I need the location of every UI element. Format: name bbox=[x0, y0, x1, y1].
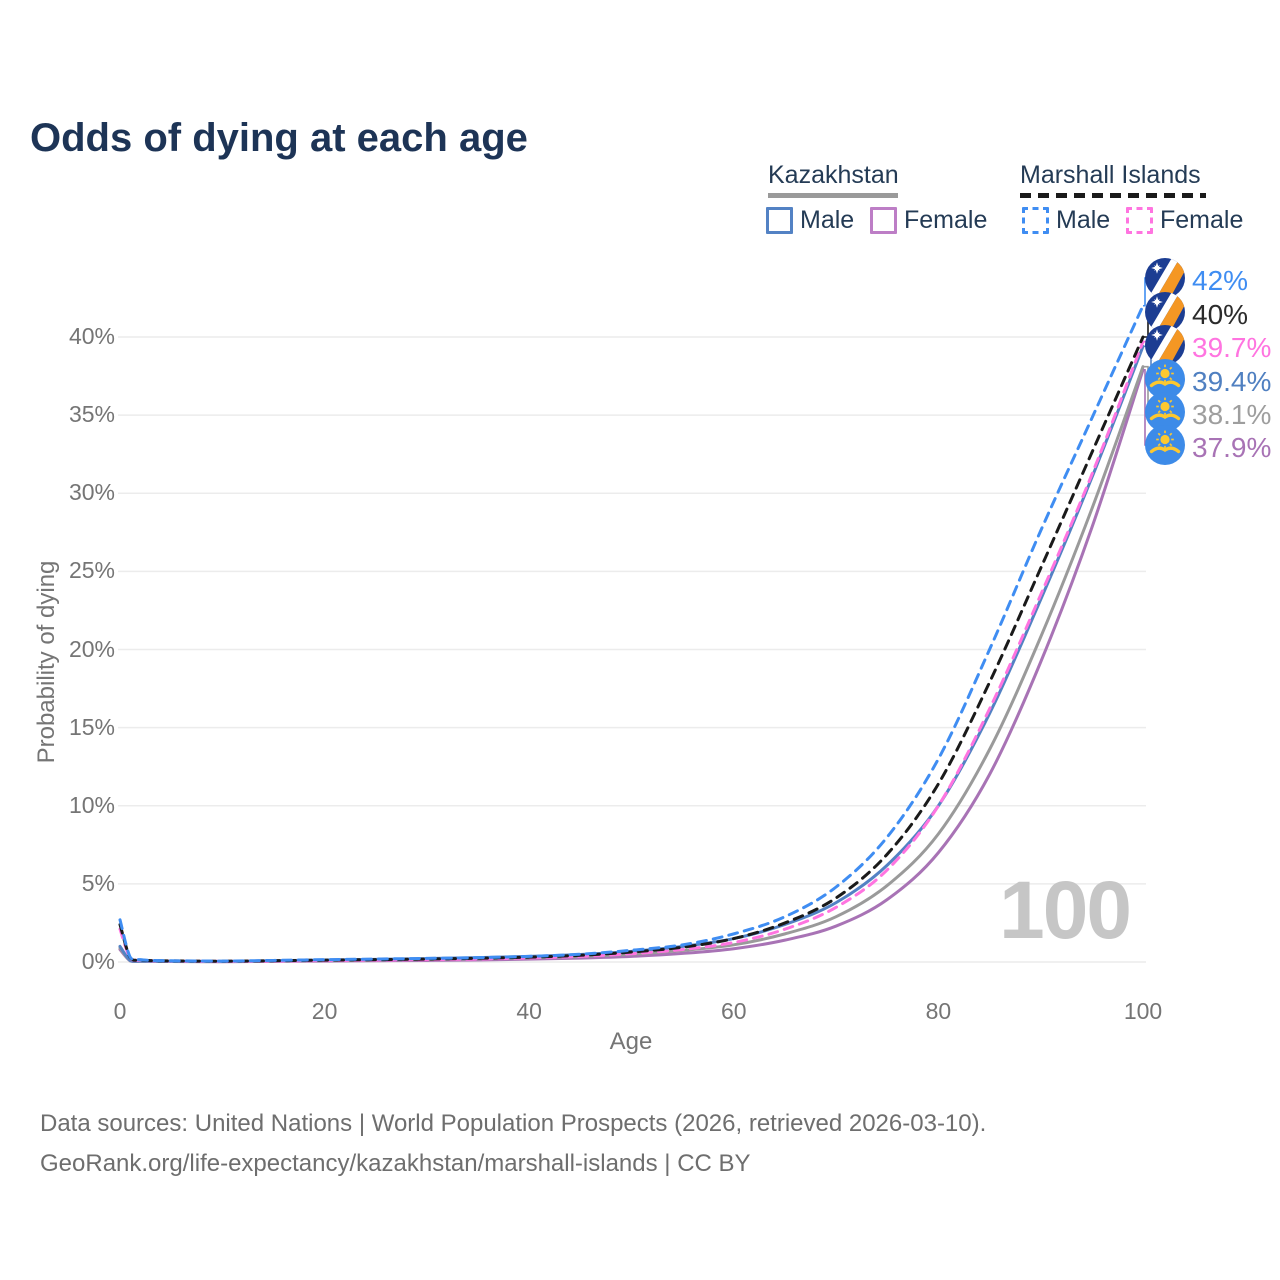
end-label-mh-both: 40% bbox=[1145, 292, 1248, 337]
age-watermark: 100 bbox=[999, 865, 1132, 956]
x-tick-label: 60 bbox=[721, 998, 747, 1024]
series-line-mh-male bbox=[118, 304, 1145, 963]
marshall-islands-flag-icon bbox=[1145, 325, 1185, 370]
legend-group-marshall-islands[interactable]: Marshall Islands bbox=[1020, 161, 1201, 189]
y-tick-label: 20% bbox=[68, 635, 115, 662]
kazakhstan-flag-icon bbox=[1145, 392, 1185, 437]
end-label-value: 40% bbox=[1192, 298, 1249, 330]
y-tick-label: 40% bbox=[68, 323, 115, 349]
y-tick-label: 15% bbox=[68, 713, 115, 740]
x-tick-label: 80 bbox=[925, 998, 952, 1024]
kazakhstan-flag-icon bbox=[1145, 425, 1185, 470]
marshall-islands-female-swatch-icon bbox=[1126, 207, 1153, 234]
legend-item-kazakhstan-female[interactable]: Female bbox=[870, 206, 987, 235]
x-tick-label: 40 bbox=[516, 998, 542, 1024]
data-sources-line: Data sources: United Nations | World Pop… bbox=[40, 1110, 987, 1137]
end-label-mh-female: 39.7% bbox=[1145, 325, 1271, 370]
y-tick-label: 0% bbox=[81, 948, 115, 974]
end-label-kz-female: 37.9% bbox=[1145, 425, 1271, 470]
y-tick-label: 30% bbox=[68, 479, 115, 506]
y-tick-label: 25% bbox=[68, 557, 115, 584]
marshall-islands-male-swatch-icon bbox=[1022, 207, 1049, 234]
end-label-value: 37.9% bbox=[1192, 431, 1272, 463]
y-tick-label: 5% bbox=[81, 869, 115, 896]
legend-item-marshall-islands-female[interactable]: Female bbox=[1126, 206, 1243, 235]
x-tick-label: 20 bbox=[311, 998, 338, 1024]
kazakhstan-male-swatch-icon bbox=[766, 207, 793, 234]
kazakhstan-line-sample bbox=[768, 193, 898, 198]
attribution-line: GeoRank.org/life-expectancy/kazakhstan/m… bbox=[40, 1150, 751, 1177]
legend-item-kazakhstan-male[interactable]: Male bbox=[766, 206, 854, 235]
kazakhstan-flag-icon bbox=[1145, 359, 1185, 404]
legend-group-kazakhstan[interactable]: Kazakhstan bbox=[768, 161, 899, 189]
end-label-value: 39.7% bbox=[1192, 331, 1272, 363]
end-label-value: 38.1% bbox=[1192, 398, 1272, 430]
series-line-mh-both bbox=[118, 335, 1145, 963]
x-axis-title: Age bbox=[609, 1028, 653, 1055]
marshall-islands-flag-icon bbox=[1145, 258, 1185, 303]
legend-item-marshall-islands-male[interactable]: Male bbox=[1022, 206, 1110, 235]
marshall-islands-flag-icon bbox=[1145, 292, 1185, 337]
kazakhstan-female-swatch-icon bbox=[870, 207, 897, 234]
marshall-islands-line-sample bbox=[1020, 193, 1206, 198]
end-label-value: 39.4% bbox=[1192, 365, 1272, 397]
end-label-kz-both: 38.1% bbox=[1145, 392, 1271, 437]
page-title: Odds of dying at each age bbox=[30, 115, 528, 160]
x-tick-label: 0 bbox=[113, 998, 127, 1024]
x-tick-label: 100 bbox=[1123, 998, 1163, 1024]
end-label-kz-male: 39.4% bbox=[1145, 359, 1271, 404]
end-label-value: 42% bbox=[1192, 264, 1249, 296]
end-label-mh-male: 42% bbox=[1145, 258, 1248, 303]
y-tick-label: 10% bbox=[68, 791, 115, 818]
y-tick-label: 35% bbox=[68, 401, 115, 428]
